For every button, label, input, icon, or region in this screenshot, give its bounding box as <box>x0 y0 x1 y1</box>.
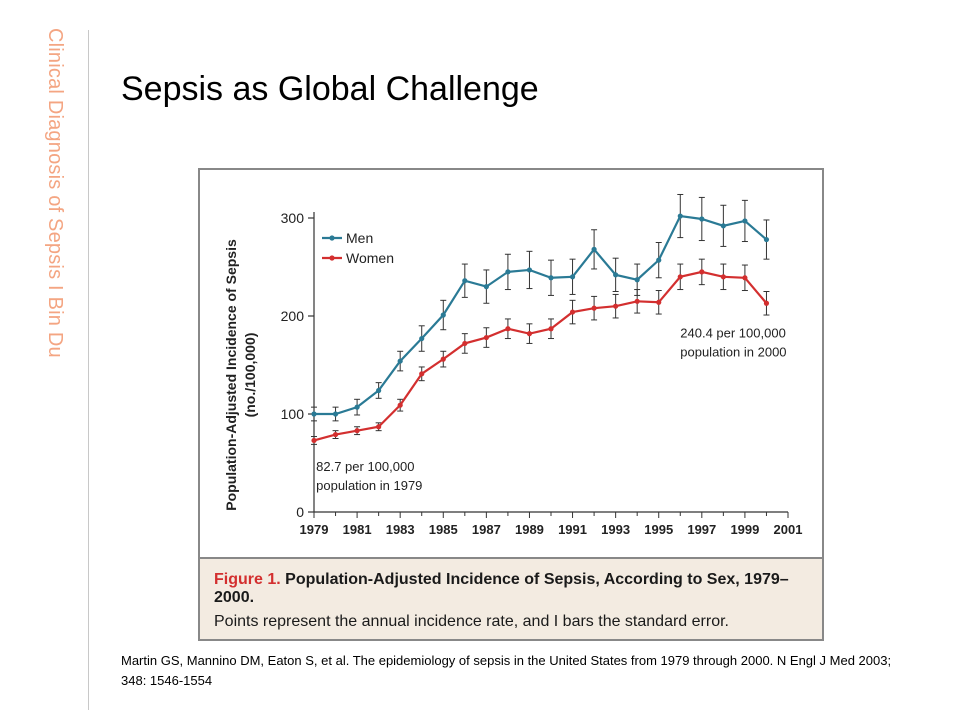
x-tick-label: 1985 <box>429 522 458 537</box>
data-point-men <box>354 404 360 410</box>
data-point-men <box>634 277 640 283</box>
data-point-women <box>311 437 317 444</box>
legend-marker-women <box>329 255 335 261</box>
data-point-men <box>763 236 770 243</box>
data-point-men <box>613 272 619 278</box>
data-point-women <box>613 303 619 309</box>
legend-marker-men <box>329 235 335 241</box>
x-tick-label: 1993 <box>601 522 630 537</box>
x-tick-label: 1997 <box>687 522 716 537</box>
data-point-women <box>354 428 360 434</box>
data-point-men <box>397 358 403 364</box>
x-tick-label: 1989 <box>515 522 544 537</box>
y-axis-unit-label: (no./100,000) <box>242 333 258 418</box>
y-tick-label: 200 <box>281 308 305 324</box>
data-point-women <box>332 431 339 438</box>
figure-panel: 0 100 200 300 1979 1981 1983 1985 1987 1989 1991 19… <box>198 168 824 641</box>
data-point-men <box>483 284 489 290</box>
x-tick-label: 1995 <box>644 522 673 537</box>
sidebar-title: Clinical Diagnosis of Sepsis I Bin Du <box>36 28 66 408</box>
data-point-women <box>634 298 640 304</box>
data-point-women <box>763 300 770 306</box>
citation: Martin GS, Mannino DM, Eaton S, et al. T… <box>121 653 892 688</box>
data-point-women <box>742 275 748 281</box>
data-point-men <box>591 246 597 252</box>
sidebar-title-text: Clinical Diagnosis of Sepsis <box>44 28 66 280</box>
sidebar-separator: I <box>44 285 66 291</box>
data-point-men <box>332 411 339 417</box>
annotation-line1: 240.4 per 100,000 <box>680 326 786 341</box>
data-point-women <box>677 274 683 280</box>
x-tick-label: 1991 <box>558 522 587 537</box>
data-point-men <box>440 312 446 318</box>
data-point-women <box>440 356 446 362</box>
data-point-women <box>569 309 576 315</box>
data-point-men <box>548 275 554 281</box>
data-point-women <box>720 274 726 280</box>
data-point-women <box>419 371 425 377</box>
data-point-women <box>397 402 403 408</box>
data-point-women <box>526 331 533 337</box>
caption-title-text: Population-Adjusted Incidence of Sepsis,… <box>214 571 789 606</box>
x-tick-label: 1983 <box>386 522 415 537</box>
data-point-women <box>699 269 705 275</box>
data-point-men <box>656 257 662 263</box>
data-point-men <box>569 274 576 280</box>
legend-label-men: Men <box>346 230 373 246</box>
sidebar-author: Bin Du <box>44 296 66 358</box>
data-point-women <box>548 326 554 332</box>
annotation-line1: 82.7 per 100,000 <box>316 459 414 474</box>
sidebar-divider <box>88 30 89 710</box>
data-point-men <box>677 213 683 219</box>
data-point-men <box>505 269 511 275</box>
series-line-women <box>313 270 768 442</box>
caption-text: Points represent the annual incidence ra… <box>214 613 729 630</box>
figure-caption: Figure 1. Population-Adjusted Incidence … <box>200 557 822 639</box>
data-point-men <box>720 223 726 229</box>
annotation-line2: population in 2000 <box>680 345 786 360</box>
incidence-chart: 0 100 200 300 1979 1981 1983 1985 1987 1989 1991 19… <box>223 193 803 537</box>
data-point-women <box>483 334 489 341</box>
data-point-men <box>376 387 382 394</box>
y-tick-label: 100 <box>281 406 305 422</box>
x-tick-label: 1987 <box>472 522 501 537</box>
x-tick-label: 1999 <box>730 522 759 537</box>
data-point-women <box>376 424 382 430</box>
x-tick-label: 1981 <box>343 522 372 537</box>
data-point-men <box>699 216 705 222</box>
data-point-men <box>419 335 425 342</box>
data-point-women <box>591 305 597 311</box>
y-tick-label: 300 <box>281 210 305 226</box>
series-line-men <box>314 214 768 416</box>
annotation-line2: population in 1979 <box>316 478 422 493</box>
data-point-men <box>462 278 468 284</box>
y-tick-label: 0 <box>296 504 304 520</box>
y-axis-label: Population-Adjusted Incidence of Sepsis <box>223 239 239 511</box>
legend-label-women: Women <box>346 250 394 266</box>
data-point-women <box>462 340 468 347</box>
data-point-men <box>742 218 748 224</box>
data-point-women <box>656 299 662 305</box>
x-tick-label: 2001 <box>774 522 803 537</box>
x-tick-label: 1979 <box>300 522 329 537</box>
caption-label: Figure 1. <box>214 571 281 588</box>
slide-title: Sepsis as Global Challenge <box>121 70 539 108</box>
data-point-women <box>505 326 511 332</box>
data-point-men <box>526 267 533 273</box>
caption-title: Figure 1. Population-Adjusted Incidence … <box>214 571 808 607</box>
data-point-men <box>311 411 317 417</box>
